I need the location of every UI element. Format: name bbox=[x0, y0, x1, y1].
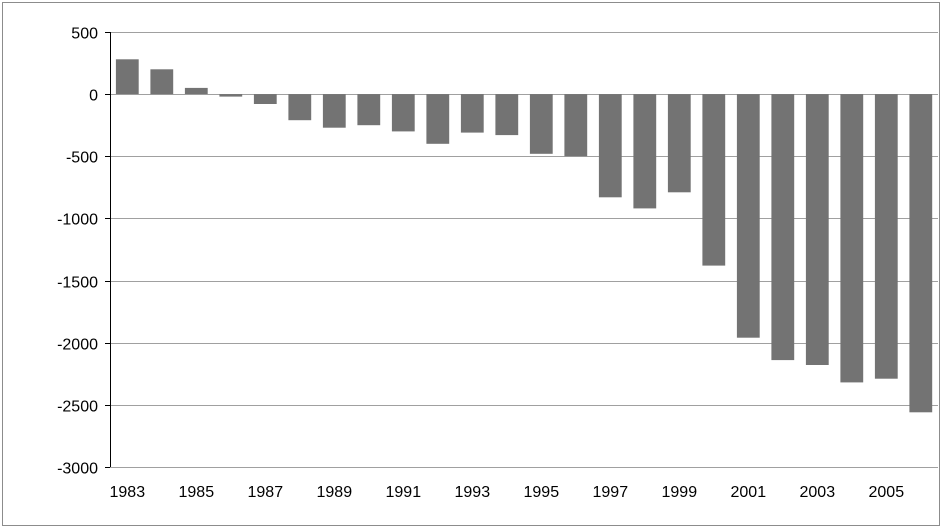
y-tick-label: 0 bbox=[89, 88, 98, 105]
bar-1993 bbox=[460, 94, 484, 133]
x-tick-label: 1987 bbox=[248, 484, 284, 501]
bar-1989 bbox=[322, 94, 346, 128]
bar-1987 bbox=[253, 94, 277, 104]
x-tick-label: 1989 bbox=[317, 484, 353, 501]
y-tick-label: -500 bbox=[66, 150, 98, 167]
bar-1992 bbox=[426, 94, 450, 144]
bar-1984 bbox=[150, 69, 174, 95]
bar-1999 bbox=[667, 94, 691, 193]
bar-2002 bbox=[771, 94, 795, 361]
x-tick-label: 2003 bbox=[800, 484, 836, 501]
bar-2005 bbox=[874, 94, 898, 379]
x-tick-label: 1983 bbox=[110, 484, 146, 501]
y-tick-label: -3000 bbox=[57, 461, 98, 478]
bar-2001 bbox=[736, 94, 760, 338]
gridlines bbox=[110, 32, 938, 468]
y-tick-label: -2500 bbox=[57, 399, 98, 416]
bar-1994 bbox=[495, 94, 519, 136]
y-tick-label: -2000 bbox=[57, 337, 98, 354]
bar-1983 bbox=[115, 59, 139, 95]
bar-2000 bbox=[702, 94, 726, 266]
y-tick-label: -1000 bbox=[57, 212, 98, 229]
bar-2006 bbox=[909, 94, 933, 413]
bar-1985 bbox=[184, 87, 208, 95]
bar-1988 bbox=[288, 94, 312, 121]
x-tick-label: 1993 bbox=[455, 484, 491, 501]
axes bbox=[105, 32, 111, 468]
x-tick-label: 2001 bbox=[731, 484, 767, 501]
y-tick-label: 500 bbox=[71, 26, 98, 43]
bar-1997 bbox=[598, 94, 622, 198]
x-tick-label: 2005 bbox=[869, 484, 905, 501]
bar-1990 bbox=[357, 94, 381, 126]
bar-1998 bbox=[633, 94, 657, 209]
bar-1996 bbox=[564, 94, 588, 157]
bar-1986 bbox=[219, 94, 243, 97]
x-tick-label: 1995 bbox=[524, 484, 560, 501]
x-tick-label: 1997 bbox=[593, 484, 629, 501]
bar-2004 bbox=[840, 94, 864, 383]
bar-2003 bbox=[805, 94, 829, 365]
x-tick-label: 1999 bbox=[662, 484, 698, 501]
bar-1991 bbox=[391, 94, 415, 132]
x-tick-label: 1991 bbox=[386, 484, 422, 501]
bars bbox=[115, 59, 933, 413]
x-tick-labels: 1983 1985 1987 1989 1991 1993 1995 1997 1999 2001… bbox=[110, 484, 905, 501]
x-tick-label: 1985 bbox=[179, 484, 215, 501]
y-tick-label: -1500 bbox=[57, 275, 98, 292]
bar-1995 bbox=[529, 94, 553, 154]
y-tick-labels: 500 0 -500 -1000 -1500 -2000 -2500 -3000 bbox=[57, 26, 98, 478]
